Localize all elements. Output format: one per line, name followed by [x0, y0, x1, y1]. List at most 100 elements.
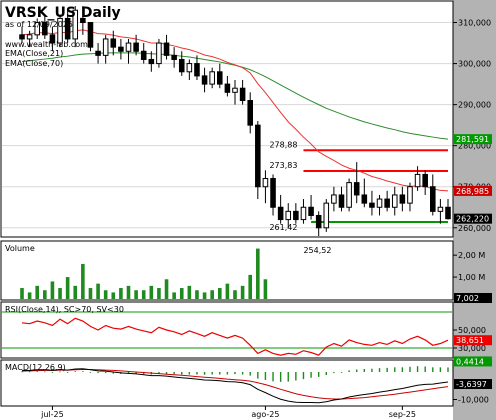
- candle-body: [194, 63, 200, 77]
- macd-histogram-bar: [74, 371, 76, 372]
- last-value-box: [454, 213, 492, 224]
- candle-body: [87, 22, 94, 48]
- volume-bar: [164, 279, 169, 299]
- macd-histogram-bar: [386, 367, 388, 372]
- rsi-last-label: 38,651: [456, 336, 484, 345]
- macd-last-label: 0,4414: [456, 357, 484, 366]
- volume-bar: [240, 285, 245, 299]
- candle-body: [156, 42, 162, 65]
- macd-histogram-bar: [416, 366, 419, 372]
- candle-body: [430, 186, 436, 212]
- candle-body: [118, 46, 124, 52]
- macd-histogram-bar: [409, 366, 411, 372]
- candle-body: [331, 194, 337, 204]
- volume-bar: [126, 285, 131, 299]
- macd-histogram-bar: [348, 370, 350, 372]
- candle-body: [323, 202, 330, 229]
- level-label: 273,83: [269, 161, 297, 170]
- volume-bar: [134, 290, 138, 299]
- level-label: 278,88: [269, 140, 297, 149]
- volume-annotation: 254,52: [303, 246, 331, 255]
- macd-histogram-bar: [219, 372, 221, 375]
- volume-bar: [149, 285, 154, 299]
- macd-last-box: [454, 356, 492, 367]
- candle-body: [178, 58, 185, 73]
- candle-body: [353, 182, 360, 196]
- volume-bar: [58, 288, 62, 299]
- macd-histogram-bar: [264, 372, 267, 380]
- macd-histogram-bar: [272, 372, 274, 382]
- axis-labels: 310,000300,000290,000280,000270,000260,0…: [40, 19, 492, 419]
- volume-bar: [111, 292, 116, 299]
- macd-histogram-bar: [211, 372, 213, 375]
- macd-histogram-bar: [394, 367, 396, 372]
- macd-histogram-bar: [317, 372, 320, 377]
- candle-body: [414, 173, 421, 188]
- candle-body: [407, 186, 413, 204]
- volume-bar: [256, 248, 260, 299]
- macd-histogram-bar: [279, 372, 282, 382]
- volume-bar: [35, 285, 40, 299]
- candle-body: [361, 194, 368, 204]
- chart-title: VRSK_US Daily: [5, 5, 121, 21]
- macd-histogram-bar: [310, 372, 312, 378]
- price-tick-label: 300,000: [458, 60, 491, 69]
- volume-bar: [187, 285, 192, 299]
- rsi-last-box: [454, 335, 492, 346]
- volume-bar: [141, 290, 146, 299]
- macd-histogram-bar: [44, 371, 46, 373]
- volume-bar: [119, 288, 123, 299]
- x-tick-label: sep-25: [389, 410, 416, 419]
- macd-histogram-bar: [165, 372, 168, 374]
- macd-label: MACD(12,26,9): [5, 363, 66, 372]
- candle-body: [209, 71, 215, 85]
- macd-signal-line: [21, 369, 449, 400]
- price-tick-label: 280,000: [458, 142, 491, 151]
- rsi-tick-label: 50,000: [458, 326, 486, 335]
- macd-histogram-bar: [28, 371, 31, 373]
- macd-histogram-bar: [173, 372, 175, 375]
- candle-body: [42, 22, 48, 36]
- candle-body: [19, 34, 25, 40]
- volume-bar: [179, 288, 184, 299]
- macd-histogram-bar: [104, 372, 107, 374]
- volume-bar: [73, 285, 78, 299]
- candle-body: [110, 38, 117, 48]
- macd-last-box: [454, 379, 492, 390]
- macd-histogram-bar: [340, 372, 343, 373]
- macd-plot: [21, 366, 449, 404]
- candle-body: [148, 58, 155, 65]
- volume-bar: [27, 292, 32, 299]
- macd-histogram-bar: [82, 371, 84, 372]
- macd-line: [21, 368, 449, 404]
- macd-histogram-bar: [59, 371, 61, 373]
- candle-body: [64, 17, 71, 40]
- candle-body: [369, 202, 375, 208]
- candle-body: [163, 42, 170, 56]
- rsi-plot: [2, 311, 452, 356]
- x-tick-label: jul-25: [40, 410, 64, 419]
- volume-bar: [263, 279, 268, 299]
- macd-histogram-bar: [181, 372, 183, 375]
- price-tick-label: 310,000: [458, 19, 491, 28]
- candle-body: [338, 194, 345, 208]
- candle-body: [293, 210, 299, 221]
- rsi-tick-label: 30,000: [458, 344, 486, 353]
- macd-histogram-bar: [36, 371, 38, 372]
- volume-tick-label: 1,00 M: [458, 273, 485, 282]
- macd-histogram-bar: [295, 372, 297, 381]
- price-tick-label: 260,000: [458, 224, 491, 233]
- macd-histogram-bar: [333, 372, 335, 374]
- macd-histogram-bar: [196, 372, 198, 375]
- candle-body: [255, 124, 261, 188]
- macd-histogram-bar: [226, 372, 229, 375]
- candle-body: [285, 210, 292, 221]
- last-value-label: 268,985: [456, 187, 489, 196]
- candle-body: [262, 178, 269, 188]
- macd-histogram-bar: [302, 372, 305, 380]
- macd-histogram-bar: [287, 372, 289, 382]
- macd-histogram-bar: [112, 372, 114, 374]
- candle-body: [399, 194, 406, 204]
